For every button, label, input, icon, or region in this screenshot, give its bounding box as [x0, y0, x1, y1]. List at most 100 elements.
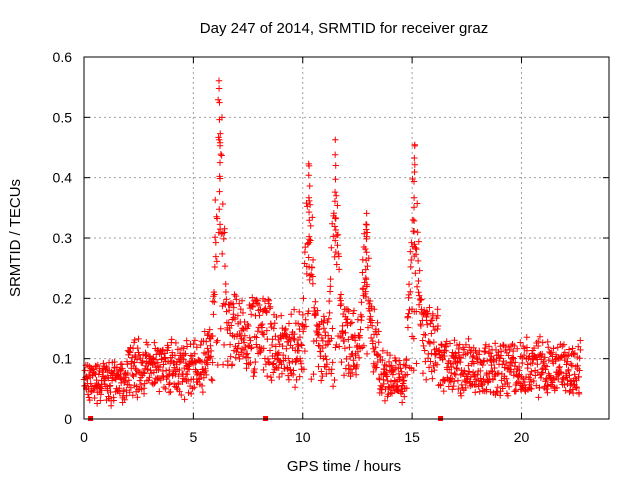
data-point — [406, 364, 413, 371]
data-point — [327, 275, 334, 283]
data-point — [526, 381, 533, 388]
data-point — [230, 314, 237, 321]
data-point — [566, 388, 573, 396]
x-tick-label: 20 — [514, 429, 530, 445]
data-point — [497, 348, 505, 355]
data-point — [180, 351, 188, 359]
y-tick-label: 0.5 — [53, 109, 73, 125]
data-point — [529, 359, 536, 367]
data-point — [410, 194, 418, 201]
data-point — [569, 389, 577, 397]
data-point — [427, 317, 435, 324]
data-point — [550, 383, 558, 391]
data-point — [221, 262, 229, 270]
data-point — [293, 376, 300, 384]
data-point — [214, 337, 221, 344]
data-point — [404, 324, 412, 331]
data-point — [470, 360, 478, 367]
data-point — [320, 313, 328, 320]
data-point — [151, 379, 158, 386]
x-tick-label: 15 — [404, 429, 420, 445]
data-point — [198, 382, 206, 390]
data-point — [310, 370, 317, 378]
data-point — [409, 216, 417, 224]
data-point — [308, 264, 316, 271]
data-point — [306, 182, 313, 190]
data-point — [97, 397, 104, 404]
data-point — [161, 355, 169, 362]
data-point — [278, 361, 285, 368]
data-point — [220, 235, 227, 243]
data-point — [449, 386, 456, 393]
data-point — [139, 357, 146, 365]
data-point — [534, 342, 542, 350]
data-point — [367, 334, 375, 342]
data-point — [571, 371, 578, 378]
data-point — [121, 370, 128, 378]
data-point — [397, 365, 404, 372]
data-point — [366, 297, 374, 305]
data-point — [441, 352, 448, 360]
data-point — [449, 349, 456, 356]
data-point — [530, 344, 538, 352]
data-point — [410, 178, 418, 185]
data-point — [211, 234, 219, 241]
data-point — [254, 297, 261, 304]
data-point — [206, 326, 213, 333]
data-point — [545, 356, 552, 364]
data-point — [354, 316, 362, 323]
data-point — [243, 365, 250, 372]
x-tick-label: 5 — [189, 429, 197, 445]
data-point — [453, 341, 461, 349]
data-point — [306, 197, 313, 205]
data-point — [359, 285, 367, 292]
data-point — [505, 383, 513, 390]
data-point — [504, 392, 512, 399]
data-point — [308, 375, 315, 383]
data-point — [345, 361, 352, 369]
data-point — [536, 333, 544, 340]
data-point — [429, 375, 436, 382]
data-point — [215, 85, 223, 92]
data-point — [123, 392, 130, 399]
data-point — [283, 345, 290, 352]
data-point — [296, 373, 303, 380]
data-point — [315, 342, 322, 349]
data-point — [462, 384, 469, 392]
data-point — [380, 380, 387, 388]
data-point — [252, 358, 259, 366]
data-point — [309, 280, 317, 287]
data-point — [506, 346, 513, 353]
data-point — [545, 344, 552, 351]
data-point — [305, 160, 312, 168]
data-point — [553, 384, 561, 392]
data-point — [540, 358, 547, 365]
data-point — [253, 341, 260, 348]
data-point — [305, 263, 313, 271]
data-point — [505, 352, 512, 359]
data-point — [103, 363, 110, 370]
data-point — [341, 345, 349, 352]
data-point — [519, 359, 526, 367]
data-point — [181, 376, 189, 383]
data-point — [259, 320, 266, 328]
data-point — [525, 354, 532, 362]
data-point — [434, 306, 441, 313]
data-point — [403, 371, 411, 378]
data-point — [325, 315, 333, 323]
data-point — [251, 365, 258, 373]
data-point — [104, 387, 111, 394]
data-point — [131, 336, 138, 344]
data-point — [548, 349, 555, 356]
data-point — [532, 372, 539, 379]
data-point — [465, 362, 472, 369]
data-point — [141, 370, 148, 377]
data-point — [455, 385, 462, 393]
data-point — [211, 291, 218, 298]
data-point — [300, 366, 308, 373]
data-point — [235, 340, 242, 347]
data-point — [382, 362, 390, 370]
data-point — [410, 335, 418, 342]
data-point — [207, 347, 215, 355]
data-point — [318, 334, 326, 342]
